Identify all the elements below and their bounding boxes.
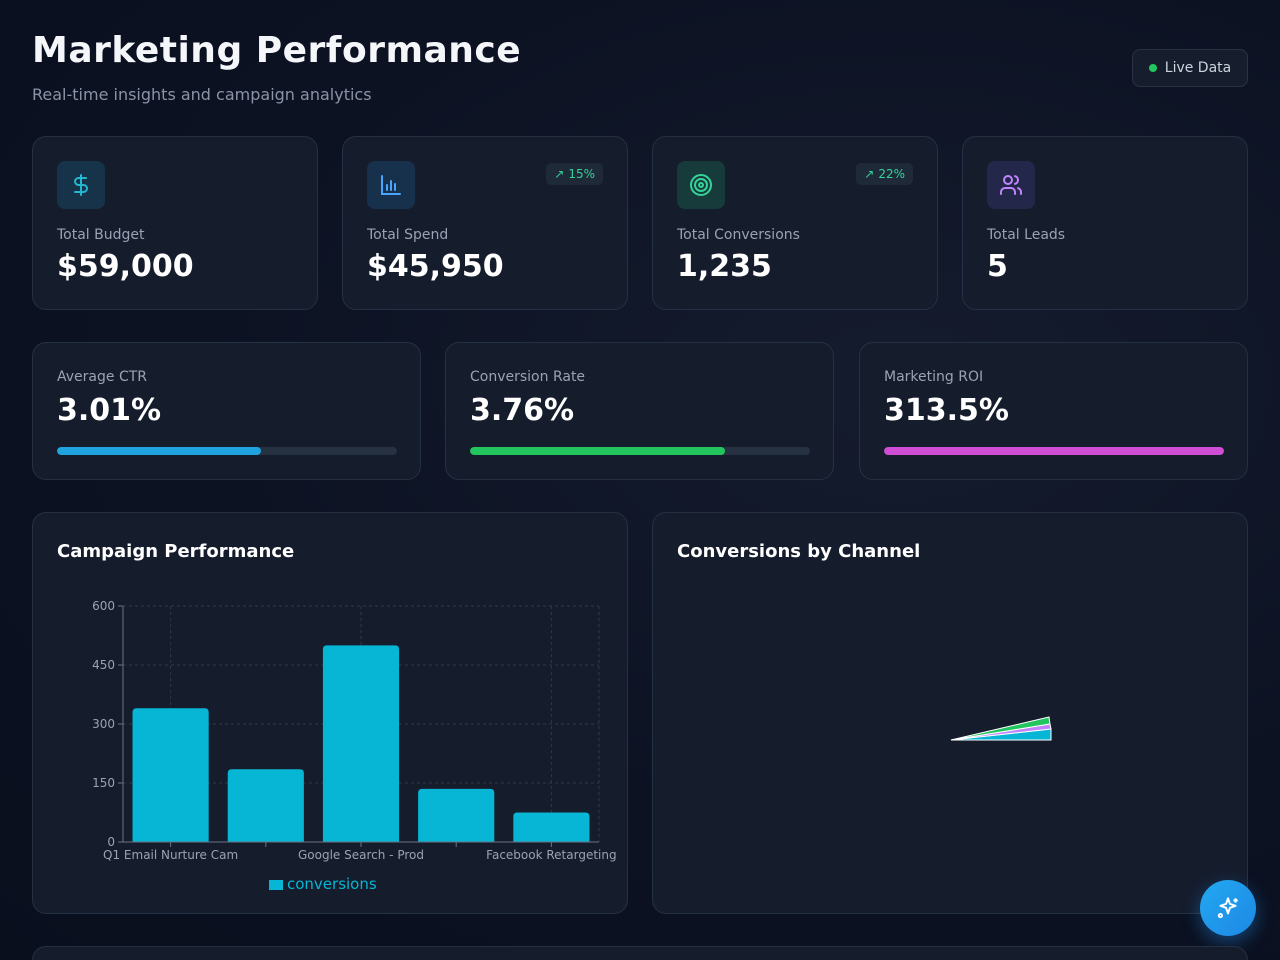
y-tick-label: 150 — [92, 776, 115, 790]
trend-value: 22% — [878, 167, 905, 181]
users-icon — [987, 161, 1035, 209]
metric-card-marketing-roi: Marketing ROI 313.5% — [859, 342, 1248, 480]
trend-badge: ↗ 22% — [856, 163, 913, 185]
campaign-performance-panel: Campaign Performance 0 150 300 450 600 Q1 Ema… — [32, 512, 628, 914]
stat-value: 5 — [987, 249, 1008, 284]
metric-label: Conversion Rate — [470, 369, 586, 385]
channel-pie-chart — [950, 716, 1052, 741]
campaign-bar-chart: 0 150 300 450 600 Q1 Email Nurture Cam Google … — [92, 599, 617, 893]
bar — [227, 769, 304, 842]
bar — [418, 788, 495, 842]
sparkles-icon — [1217, 897, 1238, 919]
stat-card-total-spend: ↗ 15% Total Spend $45,950 — [342, 136, 628, 310]
metric-value: 3.76% — [470, 393, 575, 428]
panel-title: Campaign Performance — [57, 541, 295, 562]
ai-assistant-button[interactable] — [1200, 880, 1256, 936]
x-tick-label: Facebook Retargeting — [486, 848, 616, 862]
panel-title: Conversions by Channel — [677, 541, 921, 562]
trending-up-icon: ↗ — [864, 167, 875, 181]
progress-fill — [884, 447, 1224, 455]
page-header: Marketing Performance Real-time insights… — [32, 30, 521, 104]
progress-bar — [470, 447, 810, 455]
next-section-card — [32, 946, 1248, 960]
progress-fill — [57, 447, 261, 455]
stat-label: Total Leads — [987, 227, 1066, 243]
bar — [513, 812, 590, 842]
metric-card-conversion-rate: Conversion Rate 3.76% — [445, 342, 834, 480]
y-tick-label: 600 — [92, 599, 115, 613]
page-subtitle: Real-time insights and campaign analytic… — [32, 85, 372, 104]
stat-value: 1,235 — [677, 249, 772, 284]
progress-bar — [57, 447, 397, 455]
metric-value: 3.01% — [57, 393, 162, 428]
live-data-label: Live Data — [1164, 60, 1232, 76]
dollar-icon — [57, 161, 105, 209]
progress-fill — [470, 447, 725, 455]
page-title: Marketing Performance — [32, 30, 522, 71]
target-icon — [677, 161, 725, 209]
x-tick-label: Q1 Email Nurture Cam — [103, 848, 238, 862]
bar-chart-icon — [367, 161, 415, 209]
metric-value: 313.5% — [884, 393, 1009, 428]
trend-value: 15% — [568, 167, 595, 181]
y-tick-label: 0 — [107, 835, 115, 849]
stat-label: Total Budget — [57, 227, 145, 243]
metric-label: Average CTR — [57, 369, 147, 385]
conversions-by-channel-panel: Conversions by Channel — [652, 512, 1248, 914]
x-tick-label: Google Search - Prod — [298, 848, 424, 862]
metric-label: Marketing ROI — [884, 369, 984, 385]
trending-up-icon: ↗ — [554, 167, 565, 181]
bar — [132, 708, 209, 842]
y-tick-label: 450 — [92, 658, 115, 672]
legend-swatch — [269, 880, 283, 890]
bar — [322, 645, 400, 842]
stat-label: Total Spend — [367, 227, 449, 243]
trend-badge: ↗ 15% — [546, 163, 603, 185]
progress-bar — [884, 447, 1224, 455]
live-indicator-dot — [1148, 64, 1157, 72]
stat-card-total-budget: Total Budget $59,000 — [32, 136, 318, 310]
legend-label: conversions — [287, 875, 377, 893]
stat-card-total-conversions: ↗ 22% Total Conversions 1,235 — [652, 136, 938, 310]
live-data-badge[interactable]: Live Data — [1132, 49, 1248, 87]
metric-card-average-ctr: Average CTR 3.01% — [32, 342, 421, 480]
stat-value: $59,000 — [57, 249, 194, 284]
stat-label: Total Conversions — [677, 227, 800, 243]
y-tick-label: 300 — [92, 717, 115, 731]
pie-slice — [950, 716, 1051, 741]
stat-card-total-leads: Total Leads 5 — [962, 136, 1248, 310]
stat-value: $45,950 — [367, 249, 504, 284]
